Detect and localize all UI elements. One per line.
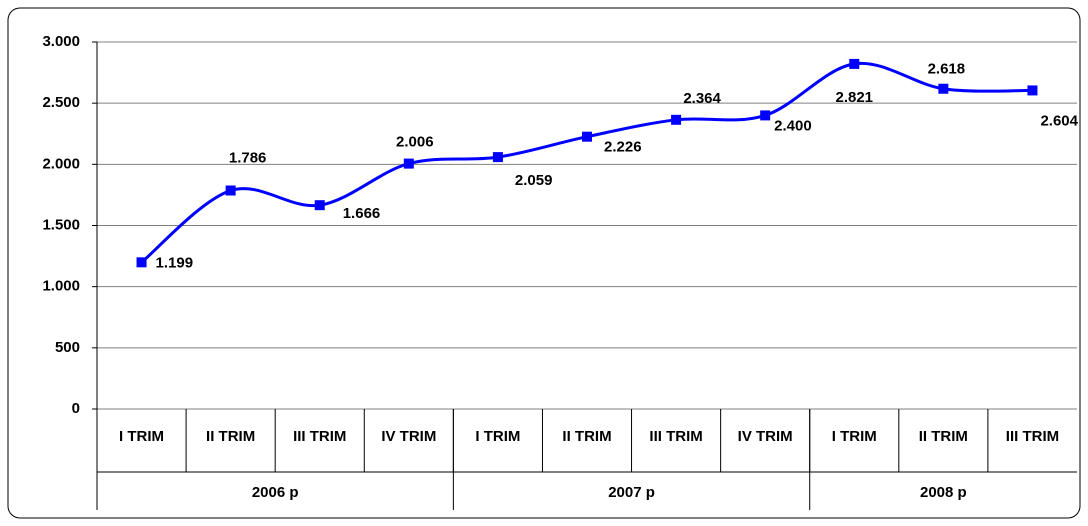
point-marker [314,200,325,211]
point-marker [671,114,682,125]
group-label: 2008 p [920,484,967,501]
x-tick-label: III TRIM [293,428,346,445]
x-tick-label: III TRIM [649,428,702,445]
data-label: 2.226 [604,139,642,156]
chart-frame [7,7,1081,519]
x-tick-label: III TRIM [1006,428,1059,445]
point-marker [492,152,503,163]
x-tick-label: II TRIM [919,428,968,445]
point-marker [849,58,860,69]
data-label: 2.059 [515,172,553,189]
point-marker [938,83,949,94]
point-marker [582,131,592,142]
group-label: 2006 p [252,484,299,501]
point-marker [760,110,771,121]
y-tick-label: 1.000 [42,278,80,295]
data-label: 2.618 [928,61,966,78]
x-tick-label: I TRIM [475,428,520,445]
y-tick-label: 2.500 [42,94,80,111]
y-tick-label: 500 [55,339,80,356]
point-marker [136,257,147,268]
x-tick-label: I TRIM [119,428,164,445]
data-label: 1.199 [156,254,194,271]
x-tick-label: I TRIM [832,428,877,445]
point-marker [1027,85,1038,96]
x-tick-label: II TRIM [206,428,255,445]
data-label: 1.786 [229,149,267,166]
data-label: 2.604 [1040,112,1078,129]
y-tick-label: 2.000 [42,155,80,172]
x-tick-label: II TRIM [562,428,611,445]
point-marker [403,158,414,169]
data-label: 2.400 [774,117,812,134]
point-marker [225,185,236,196]
data-label: 2.821 [835,89,873,106]
data-label: 2.006 [396,134,434,151]
y-tick-label: 0 [72,400,80,417]
data-label: 2.364 [683,90,721,107]
y-tick-label: 1.500 [42,216,80,233]
y-tick-label: 3.000 [42,33,80,50]
data-label: 1.666 [343,205,381,222]
x-tick-label: IV TRIM [738,428,793,445]
group-label: 2007 p [608,484,655,501]
x-tick-label: IV TRIM [381,428,436,445]
